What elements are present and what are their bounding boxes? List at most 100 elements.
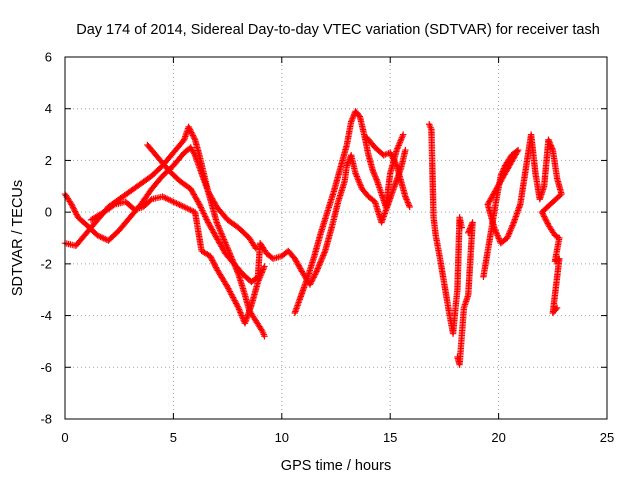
data-point-plus bbox=[234, 303, 241, 310]
y-axis-label: SDTVAR / TECUs bbox=[10, 180, 26, 296]
data-point-plus bbox=[68, 201, 75, 208]
data-point-plus bbox=[202, 214, 210, 222]
x-tick-label: 25 bbox=[600, 430, 614, 445]
data-point-plus bbox=[405, 200, 412, 208]
data-point-plus bbox=[343, 162, 351, 169]
data-point-plus bbox=[308, 277, 316, 284]
data-point-plus bbox=[310, 274, 317, 281]
data-point-plus bbox=[553, 304, 561, 312]
data-point-plus bbox=[317, 259, 324, 266]
series-track-d bbox=[144, 141, 409, 288]
data-point-plus bbox=[373, 176, 380, 183]
data-point-plus bbox=[211, 261, 218, 268]
data-point-plus bbox=[210, 260, 218, 267]
data-point-plus bbox=[548, 143, 555, 151]
data-point-plus bbox=[389, 155, 397, 162]
series-track-f bbox=[363, 133, 413, 211]
data-point-plus bbox=[543, 218, 551, 226]
data-point-plus bbox=[344, 160, 351, 168]
data-point-plus bbox=[391, 158, 398, 165]
data-point-plus bbox=[540, 211, 547, 219]
data-point-plus bbox=[548, 145, 556, 152]
data-point-plus bbox=[320, 252, 327, 259]
data-point-plus bbox=[315, 263, 322, 271]
data-point-plus bbox=[316, 261, 323, 268]
data-point-plus bbox=[72, 209, 80, 217]
data-point-plus bbox=[468, 220, 476, 228]
data-point-plus bbox=[389, 153, 396, 161]
data-point-plus bbox=[189, 132, 197, 139]
data-point-plus bbox=[186, 126, 194, 133]
data-point-plus bbox=[258, 326, 265, 333]
grid-lines bbox=[65, 57, 607, 419]
data-point-plus bbox=[402, 146, 409, 154]
data-point-plus bbox=[403, 196, 410, 203]
data-point-plus bbox=[309, 275, 317, 282]
y-tick-label: 6 bbox=[45, 50, 52, 65]
series-track-h bbox=[480, 131, 565, 317]
data-point-plus bbox=[315, 262, 323, 269]
data-point-plus bbox=[388, 152, 395, 159]
data-point-plus bbox=[372, 173, 379, 180]
data-point-plus bbox=[402, 194, 410, 202]
data-point-plus bbox=[312, 269, 319, 277]
data-point-plus bbox=[404, 199, 412, 206]
data-point-plus bbox=[209, 258, 217, 266]
y-tick-label: 2 bbox=[45, 153, 52, 168]
data-point-plus bbox=[187, 127, 194, 135]
data-point-plus bbox=[355, 111, 362, 119]
x-tick-label: 15 bbox=[383, 430, 397, 445]
data-point-plus bbox=[313, 268, 320, 275]
data-point-plus bbox=[207, 254, 215, 261]
data-point-plus bbox=[199, 207, 206, 214]
data-point-plus bbox=[110, 202, 117, 209]
data-point-plus bbox=[387, 149, 394, 156]
data-point-plus bbox=[311, 272, 318, 280]
data-point-plus bbox=[458, 224, 465, 231]
data-point-plus bbox=[543, 217, 550, 224]
data-point-plus bbox=[197, 204, 205, 211]
x-tick-label: 10 bbox=[275, 430, 289, 445]
data-point-plus bbox=[404, 197, 411, 205]
data-point-plus bbox=[387, 150, 395, 158]
data-point-plus bbox=[70, 205, 77, 212]
data-point-plus bbox=[468, 222, 475, 229]
data-point-plus bbox=[188, 130, 196, 138]
x-tick-label: 20 bbox=[491, 430, 505, 445]
series-track-g bbox=[426, 121, 476, 368]
data-point-plus bbox=[196, 202, 204, 210]
data-point-plus bbox=[195, 199, 202, 207]
plot-frame bbox=[64, 56, 608, 420]
data-point-plus bbox=[261, 263, 268, 270]
data-point-plus bbox=[207, 252, 214, 260]
y-tick-label: -4 bbox=[40, 308, 52, 323]
data-point-plus bbox=[392, 159, 399, 166]
chart-title: Day 174 of 2014, Sidereal Day-to-day VTE… bbox=[76, 22, 600, 38]
data-point-plus bbox=[71, 206, 78, 214]
data-point-plus bbox=[465, 228, 473, 235]
data-point-plus bbox=[370, 169, 377, 176]
x-tick-label: 5 bbox=[170, 430, 177, 445]
data-point-plus bbox=[546, 139, 553, 146]
data-point-plus bbox=[319, 253, 326, 261]
data-point-plus bbox=[545, 138, 553, 145]
data-point-plus bbox=[186, 125, 193, 132]
data-point-plus bbox=[467, 223, 474, 231]
data-point-plus bbox=[344, 159, 352, 166]
data-point-plus bbox=[203, 216, 210, 223]
x-axis-label: GPS time / hours bbox=[281, 458, 391, 474]
data-point-plus bbox=[545, 136, 552, 143]
data-point-plus bbox=[369, 167, 377, 174]
data-point-plus bbox=[349, 115, 356, 122]
data-point-plus bbox=[69, 204, 77, 211]
data-point-plus bbox=[547, 142, 555, 149]
data-point-plus bbox=[314, 265, 321, 272]
y-tick-label: -2 bbox=[40, 256, 52, 271]
data-point-plus bbox=[371, 172, 378, 179]
data-point-plus bbox=[372, 174, 380, 182]
data-point-plus bbox=[406, 203, 413, 211]
data-point-plus bbox=[73, 211, 80, 218]
data-point-plus bbox=[370, 170, 378, 177]
y-tick-label: 4 bbox=[45, 101, 52, 116]
data-point-plus bbox=[465, 229, 472, 237]
